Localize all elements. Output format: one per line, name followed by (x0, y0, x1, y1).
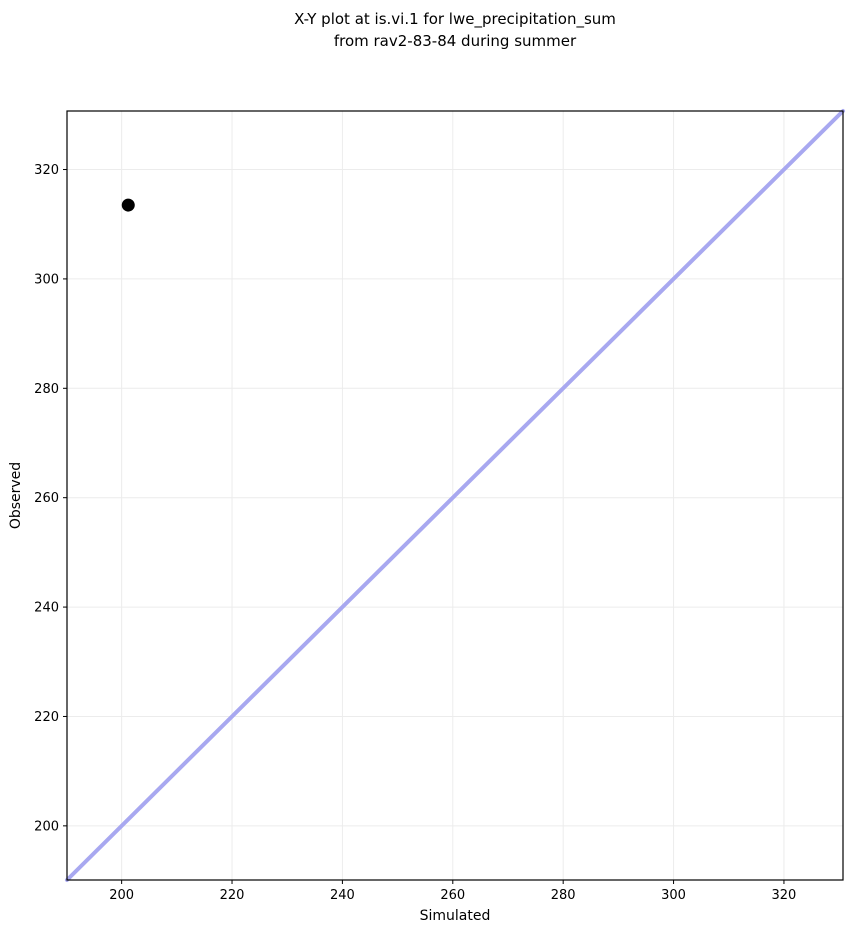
identity-line (65, 109, 845, 882)
x-tick-label: 280 (551, 888, 576, 903)
x-tick-label: 240 (330, 888, 355, 903)
y-axis-label: Observed (8, 462, 24, 529)
x-axis-label: Simulated (420, 908, 491, 924)
data-point (121, 198, 135, 212)
y-tick-label: 300 (34, 272, 59, 287)
y-tick-label: 220 (34, 710, 59, 725)
chart-title-line1: X-Y plot at is.vi.1 for lwe_precipitatio… (294, 10, 616, 28)
y-tick-label: 320 (34, 163, 59, 178)
axes-spines (66, 110, 844, 881)
y-tick-label: 260 (34, 491, 59, 506)
x-tick-label: 320 (772, 888, 797, 903)
y-tick-label: 280 (34, 382, 59, 397)
x-tick-label: 220 (220, 888, 245, 903)
x-tick-label: 200 (109, 888, 134, 903)
y-tick-label: 200 (34, 819, 59, 834)
x-tick-label: 300 (661, 888, 686, 903)
chart-title: X-Y plot at is.vi.1 for lwe_precipitatio… (67, 8, 843, 52)
y-tick-label: 240 (34, 601, 59, 616)
x-tick-label: 260 (440, 888, 465, 903)
chart-title-line2: from rav2-83-84 during summer (333, 32, 577, 50)
